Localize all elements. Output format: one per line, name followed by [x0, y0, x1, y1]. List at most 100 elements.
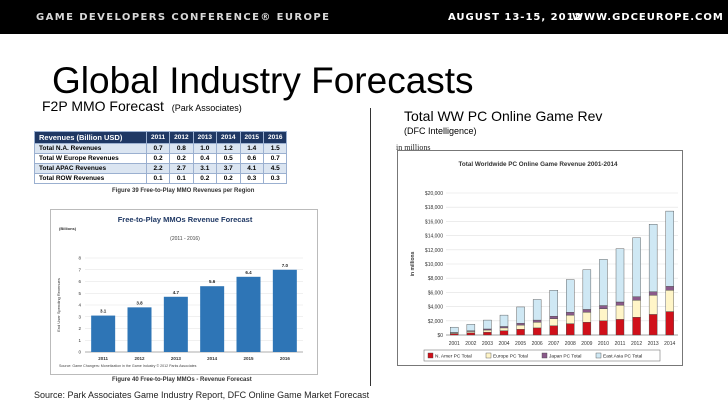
table-header-year: 2013: [192, 131, 218, 144]
ww-y-tick: $20,000: [425, 191, 443, 197]
conference-url: WWW.GDCEUROPE.COM: [572, 12, 724, 23]
f2p-bar-value-label: 3.8: [136, 300, 143, 305]
ww-bar-segment: [516, 306, 525, 324]
table-cell: 4.5: [262, 163, 288, 174]
ww-bar-segment: [466, 331, 476, 334]
ww-x-tick: 2014: [664, 341, 675, 347]
ww-legend-label: Europe PC Total: [493, 354, 528, 360]
f2p-x-tick: 2012: [134, 356, 145, 361]
table-cell: 0.3: [239, 173, 264, 184]
f2p-bar: [236, 276, 261, 352]
ww-y-tick: $2,000: [428, 319, 444, 325]
slide-title: Global Industry Forecasts: [52, 60, 474, 101]
ww-y-tick: $0: [437, 333, 443, 339]
f2p-bar: [200, 286, 225, 352]
table-header-year: 2014: [216, 131, 241, 144]
ww-bar-segment: [615, 248, 625, 303]
table-caption: Figure 39 Free-to-Play MMO Revenues per …: [112, 188, 255, 194]
f2p-x-tick: 2011: [98, 356, 108, 361]
f2p-x-tick: 2014: [207, 356, 218, 361]
f2p-x-tick: 2016: [280, 356, 291, 361]
ww-bar-segment: [499, 326, 509, 329]
ww-chart-panel: Total Worldwide PC Online Game Revenue 2…: [397, 150, 683, 366]
f2p-bar-value-label: 6.4: [245, 270, 252, 275]
ww-legend: N. Amer PC Total Europe PC Total Japan PC …: [423, 349, 661, 362]
f2p-y-tick: 6: [78, 279, 81, 284]
ww-bar-segment: [566, 279, 575, 313]
ww-legend-label: East Asia PC Total: [603, 354, 642, 360]
ww-bar-segment: [648, 291, 658, 296]
ww-bar-segment: [665, 210, 674, 287]
ww-bar-segment: [499, 330, 509, 336]
table-cell: 0.2: [216, 173, 241, 184]
ww-y-tick: $8,000: [428, 276, 444, 282]
ww-x-tick: 2005: [515, 341, 526, 347]
ww-bar-segment: [566, 312, 575, 316]
f2p-y-tick: 5: [78, 291, 81, 296]
ww-x-tick: 2003: [482, 341, 493, 347]
ww-chart-title: Total Worldwide PC Online Game Revenue 2…: [459, 161, 618, 168]
ww-legend-swatch: [541, 352, 548, 359]
table-row-label: Total ROW Revenues: [34, 173, 147, 184]
ww-bar-segment: [566, 323, 575, 336]
ww-bar-segment: [665, 290, 674, 312]
ww-legend-label: N. Amer PC Total: [435, 354, 472, 360]
table-header-label: Revenues (Billion USD): [34, 131, 147, 144]
ww-x-tick: 2002: [465, 341, 476, 347]
ww-y-tick: $16,000: [425, 219, 443, 225]
ww-bar-segment: [648, 314, 658, 336]
table-cell: 0.4: [192, 153, 218, 164]
f2p-bar-chart: Free-to-Play MMOs Revenue Forecast (2011 …: [56, 215, 303, 368]
conference-name: GAME DEVELOPERS CONFERENCE® EUROPE: [36, 12, 331, 23]
f2p-x-tick: 2015: [243, 356, 254, 361]
ww-bar-segment: [532, 299, 542, 321]
table-cell: 2.2: [145, 163, 171, 174]
table-cell: 0.8: [169, 143, 194, 154]
ww-bar-segment: [599, 308, 608, 321]
ww-pc-source: (DFC Intelligence): [404, 126, 477, 136]
ww-pc-heading: Total WW PC Online Game Rev: [404, 108, 603, 124]
table-cell: 0.7: [262, 153, 288, 164]
table-cell: 0.2: [192, 173, 218, 184]
ww-y-tick: $4,000: [428, 305, 444, 311]
ww-bar-segment: [483, 319, 492, 330]
table-row: Total W Europe Revenues 0.2 0.2 0.4 0.5 0.6 0.…: [34, 153, 288, 164]
table-row-label: Total W Europe Revenues: [34, 153, 147, 164]
table-cell: 0.7: [145, 143, 171, 154]
table-row: Total ROW Revenues 0.1 0.1 0.2 0.2 0.3 0.3: [34, 173, 288, 184]
ww-bar-segment: [499, 327, 509, 331]
ww-bar-segment: [615, 301, 625, 306]
ww-bar-segment: [549, 315, 558, 319]
ww-x-tick: 2007: [548, 341, 559, 347]
f2p-source-note: Source: Game Changers: Monetization in t…: [59, 364, 197, 368]
ww-bar-segment: [549, 325, 558, 336]
f2p-bar: [127, 307, 152, 352]
ww-bar-segment: [566, 314, 575, 324]
conference-dates: AUGUST 13-15, 2012: [448, 12, 583, 23]
table-header-year: 2012: [169, 131, 194, 144]
ww-legend-swatch: [427, 352, 434, 359]
ww-stacked-chart: Total Worldwide PC Online Game Revenue 2…: [410, 161, 678, 362]
ww-bar-segment: [599, 305, 608, 309]
ww-legend-label: Japan PC Total: [549, 354, 581, 360]
table-cell: 1.0: [192, 143, 218, 154]
table-cell: 4.1: [239, 163, 264, 174]
ww-bar-segment: [516, 323, 525, 326]
ww-x-tick: 2010: [598, 341, 609, 347]
f2p-x-tick: 2013: [171, 356, 182, 361]
ww-bar-segment: [582, 322, 592, 336]
ww-bar-segment: [648, 224, 658, 292]
revenue-table-body: Total N.A. Revenues 0.7 0.8 1.0 1.2 1.4 1.5 Tot…: [34, 143, 288, 184]
f2p-bar: [91, 315, 116, 352]
table-cell: 3.7: [216, 163, 241, 174]
table-header-year: 2011: [145, 131, 171, 144]
f2p-chart-title: Free-to-Play MMOs Revenue Forecast: [118, 215, 253, 224]
table-cell: 0.2: [169, 153, 194, 164]
table-cell: 0.3: [262, 173, 288, 184]
f2p-y-tick: 3: [78, 314, 81, 319]
table-row-label: Total N.A. Revenues: [34, 143, 147, 154]
f2p-heading-text: F2P MMO Forecast: [42, 98, 164, 114]
ww-y-tick: $14,000: [425, 234, 443, 240]
ww-y-tick: $12,000: [425, 248, 443, 254]
table-row-label: Total APAC Revenues: [34, 163, 147, 174]
